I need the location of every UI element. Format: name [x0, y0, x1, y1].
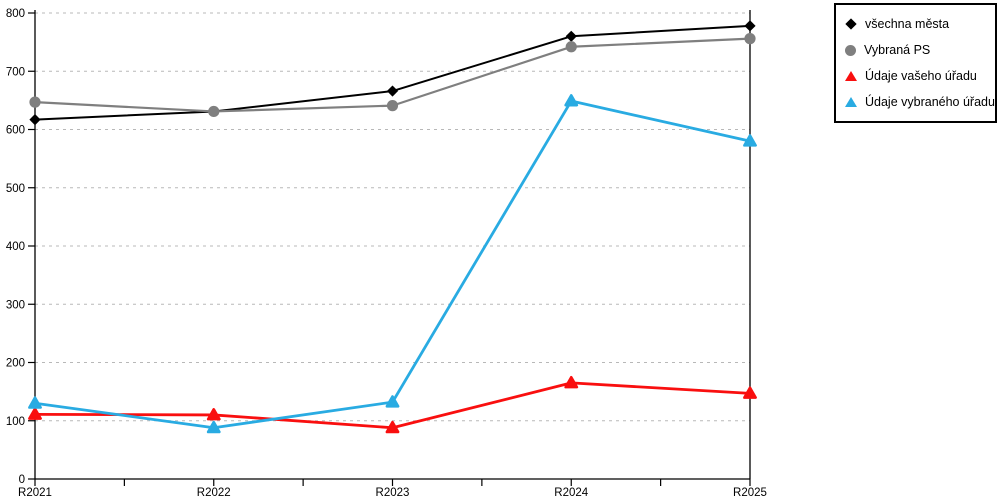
circle-marker-icon: [845, 44, 856, 56]
y-tick-label: 700: [6, 66, 25, 78]
data-point-marker-diamond: [744, 20, 756, 32]
data-point-marker-circle: [208, 105, 220, 118]
legend-label: všechna města: [865, 17, 950, 31]
diamond-marker-icon: [845, 18, 857, 30]
chart-legend: všechna města Vybraná PS Údaje vašeho úřad…: [834, 3, 997, 123]
data-point-marker-circle: [29, 96, 41, 108]
data-point-marker-triangle: [564, 94, 579, 107]
data-point-marker-triangle: [206, 408, 221, 421]
y-tick-label: 300: [6, 299, 25, 311]
y-tick-label: 200: [6, 358, 25, 370]
legend-label: Údaje vybraného úřadu: [865, 95, 995, 109]
y-tick-label: 400: [6, 241, 25, 253]
triangle-marker-icon: [845, 71, 857, 81]
data-point-marker-diamond: [29, 113, 41, 126]
data-point-marker-circle: [386, 100, 399, 112]
y-tick-label: 0: [19, 474, 25, 486]
legend-label: Údaje vašeho úřadu: [865, 69, 977, 83]
series-line-3: [33, 99, 752, 430]
legend-item-2: Údaje vašeho úřadu: [845, 63, 989, 89]
data-point-marker-diamond: [565, 30, 577, 42]
data-point-marker-triangle: [385, 420, 400, 434]
x-tick-label: R2025: [733, 487, 767, 499]
legend-item-0: všechna města: [845, 11, 989, 37]
x-tick-label: R2024: [554, 487, 588, 499]
x-tick-label: R2021: [18, 487, 52, 499]
legend-label: Vybraná PS: [864, 43, 931, 57]
data-point-marker-circle: [565, 41, 577, 53]
data-point-marker-triangle: [28, 407, 42, 420]
data-point-marker-triangle: [206, 420, 221, 434]
data-point-marker-triangle: [28, 396, 42, 409]
y-tick-label: 500: [6, 183, 25, 195]
data-point-marker-triangle: [385, 395, 400, 408]
x-tick-label: R2022: [197, 487, 231, 499]
data-point-marker-diamond: [386, 85, 399, 97]
y-tick-label: 600: [6, 125, 25, 137]
triangle-marker-icon: [845, 97, 857, 107]
x-tick-label: R2023: [376, 487, 410, 499]
y-tick-label: 800: [6, 8, 25, 20]
y-tick-label: 100: [6, 416, 25, 428]
data-point-marker-circle: [744, 33, 756, 45]
data-point-marker-triangle: [743, 386, 757, 399]
legend-item-3: Údaje vybraného úřadu: [845, 89, 995, 115]
data-point-marker-triangle: [743, 134, 757, 147]
legend-item-1: Vybraná PS: [845, 37, 989, 63]
data-point-marker-triangle: [564, 375, 579, 389]
